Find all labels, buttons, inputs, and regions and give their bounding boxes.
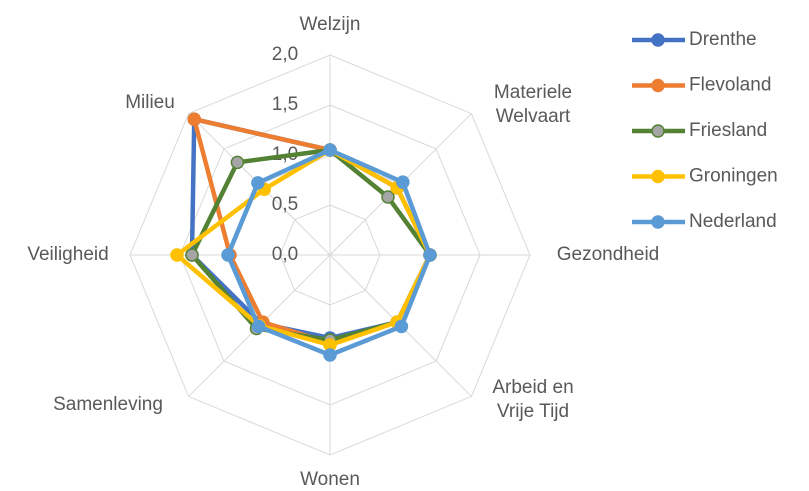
legend: Drenthe Flevoland Friesland Groningen Nederl… (632, 29, 778, 232)
legend-marker (651, 124, 665, 138)
category-label: Gezondheid (556, 244, 660, 265)
legend-label: Flevoland (689, 75, 771, 96)
r-tick-label: 0,5 (272, 194, 298, 215)
marker (323, 143, 337, 157)
marker (394, 319, 409, 334)
marker (396, 175, 410, 189)
marker (230, 155, 245, 170)
marker (381, 190, 395, 204)
marker (221, 248, 235, 262)
marker (423, 248, 437, 262)
category-label: Milieu (125, 92, 175, 113)
legend-marker (651, 215, 665, 229)
legend-marker (651, 33, 665, 47)
marker (187, 112, 201, 126)
legend-label: Nederland (689, 211, 777, 232)
marker (251, 176, 265, 190)
legend-marker (651, 78, 665, 93)
marker (323, 348, 337, 362)
marker (251, 319, 266, 334)
r-tick-label: 2,0 (272, 44, 298, 65)
legend-marker (651, 169, 665, 184)
marker (185, 248, 199, 262)
category-label: Veiligheid (27, 244, 109, 265)
category-label: Arbeid en Vrije Tijd (492, 377, 574, 422)
legend-label: Drenthe (689, 29, 757, 50)
category-label: Welzijn (299, 14, 361, 35)
series (221, 143, 437, 362)
category-label: Materiele Welvaart (493, 82, 573, 127)
r-tick-label: 1,5 (272, 94, 298, 115)
category-label: Wonen (300, 469, 360, 490)
legend-label: Groningen (689, 166, 778, 187)
category-label: Samenleving (53, 394, 163, 415)
r-tick-label: 0,0 (272, 244, 298, 265)
marker (170, 248, 184, 262)
legend-label: Friesland (689, 120, 767, 141)
